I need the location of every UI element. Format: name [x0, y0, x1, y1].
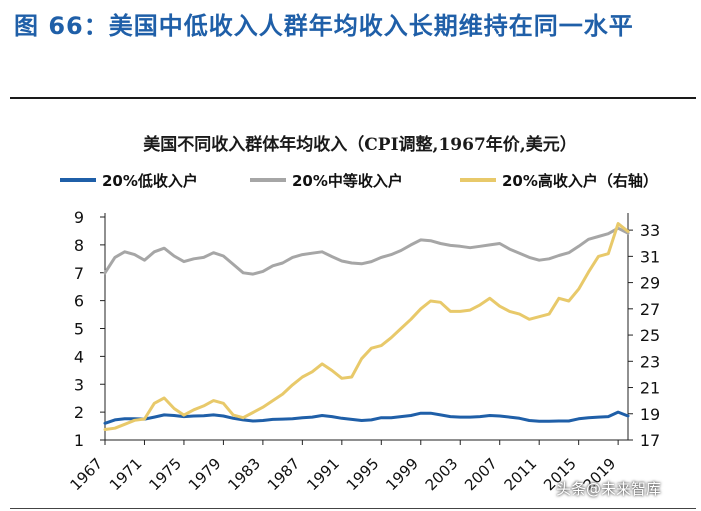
left-tick-label: 5: [74, 320, 84, 339]
legend-label: 20%高收入户（右轴）: [502, 172, 658, 190]
left-tick-label: 9: [74, 208, 84, 227]
x-tick-label: 1975: [145, 454, 185, 494]
series-line: [103, 410, 630, 425]
x-tick-label: 2003: [422, 454, 462, 494]
right-tick-label: 27: [640, 300, 660, 319]
x-tick-label: 1995: [343, 454, 383, 494]
left-tick-label: 3: [74, 375, 84, 394]
right-tick-label: 17: [640, 431, 660, 450]
legend-label: 20%中等收入户: [292, 172, 403, 190]
x-tick-label: 1999: [382, 454, 422, 494]
x-tick-label: 1987: [264, 454, 304, 494]
x-tick-label: 1983: [224, 454, 264, 494]
figure-title: 图 66：美国中低收入人群年均收入长期维持在同一水平: [14, 12, 634, 40]
x-tick-label: 1971: [106, 454, 146, 494]
chart-legend: 20%低收入户 20%中等收入户 20%高收入户（右轴）: [60, 172, 658, 190]
right-tick-label: 25: [640, 326, 660, 345]
left-tick-label: 8: [74, 236, 84, 255]
bottom-divider: [10, 508, 696, 509]
right-tick-label: 33: [640, 221, 660, 240]
series-line: [103, 226, 630, 276]
watermark: 头条@未来智库: [556, 480, 662, 498]
x-tick-label: 1979: [185, 454, 225, 494]
right-tick-label: 19: [640, 405, 660, 424]
series-layer: [103, 222, 630, 431]
title-divider: [10, 97, 696, 99]
left-tick-label: 2: [74, 403, 84, 422]
x-tick-label: 1991: [303, 454, 343, 494]
legend-label: 20%低收入户: [102, 172, 198, 190]
series-line: [103, 222, 630, 431]
left-tick-label: 7: [74, 264, 84, 283]
income-line-chart: 美国不同收入群体年均收入（CPI调整,1967年价,美元） 20%低收入户 20%…: [60, 134, 660, 494]
right-tick-label: 29: [640, 274, 660, 293]
right-tick-label: 23: [640, 352, 660, 371]
right-tick-label: 31: [640, 247, 660, 266]
x-tick-label: 2007: [461, 454, 501, 494]
left-tick-label: 4: [74, 347, 84, 366]
x-tick-label: 2011: [501, 454, 541, 494]
x-tick-label: 1967: [66, 454, 106, 494]
chart-title: 美国不同收入群体年均收入（CPI调整,1967年价,美元）: [143, 134, 576, 155]
right-tick-label: 21: [640, 379, 660, 398]
left-tick-label: 1: [74, 431, 84, 450]
left-tick-label: 6: [74, 292, 84, 311]
